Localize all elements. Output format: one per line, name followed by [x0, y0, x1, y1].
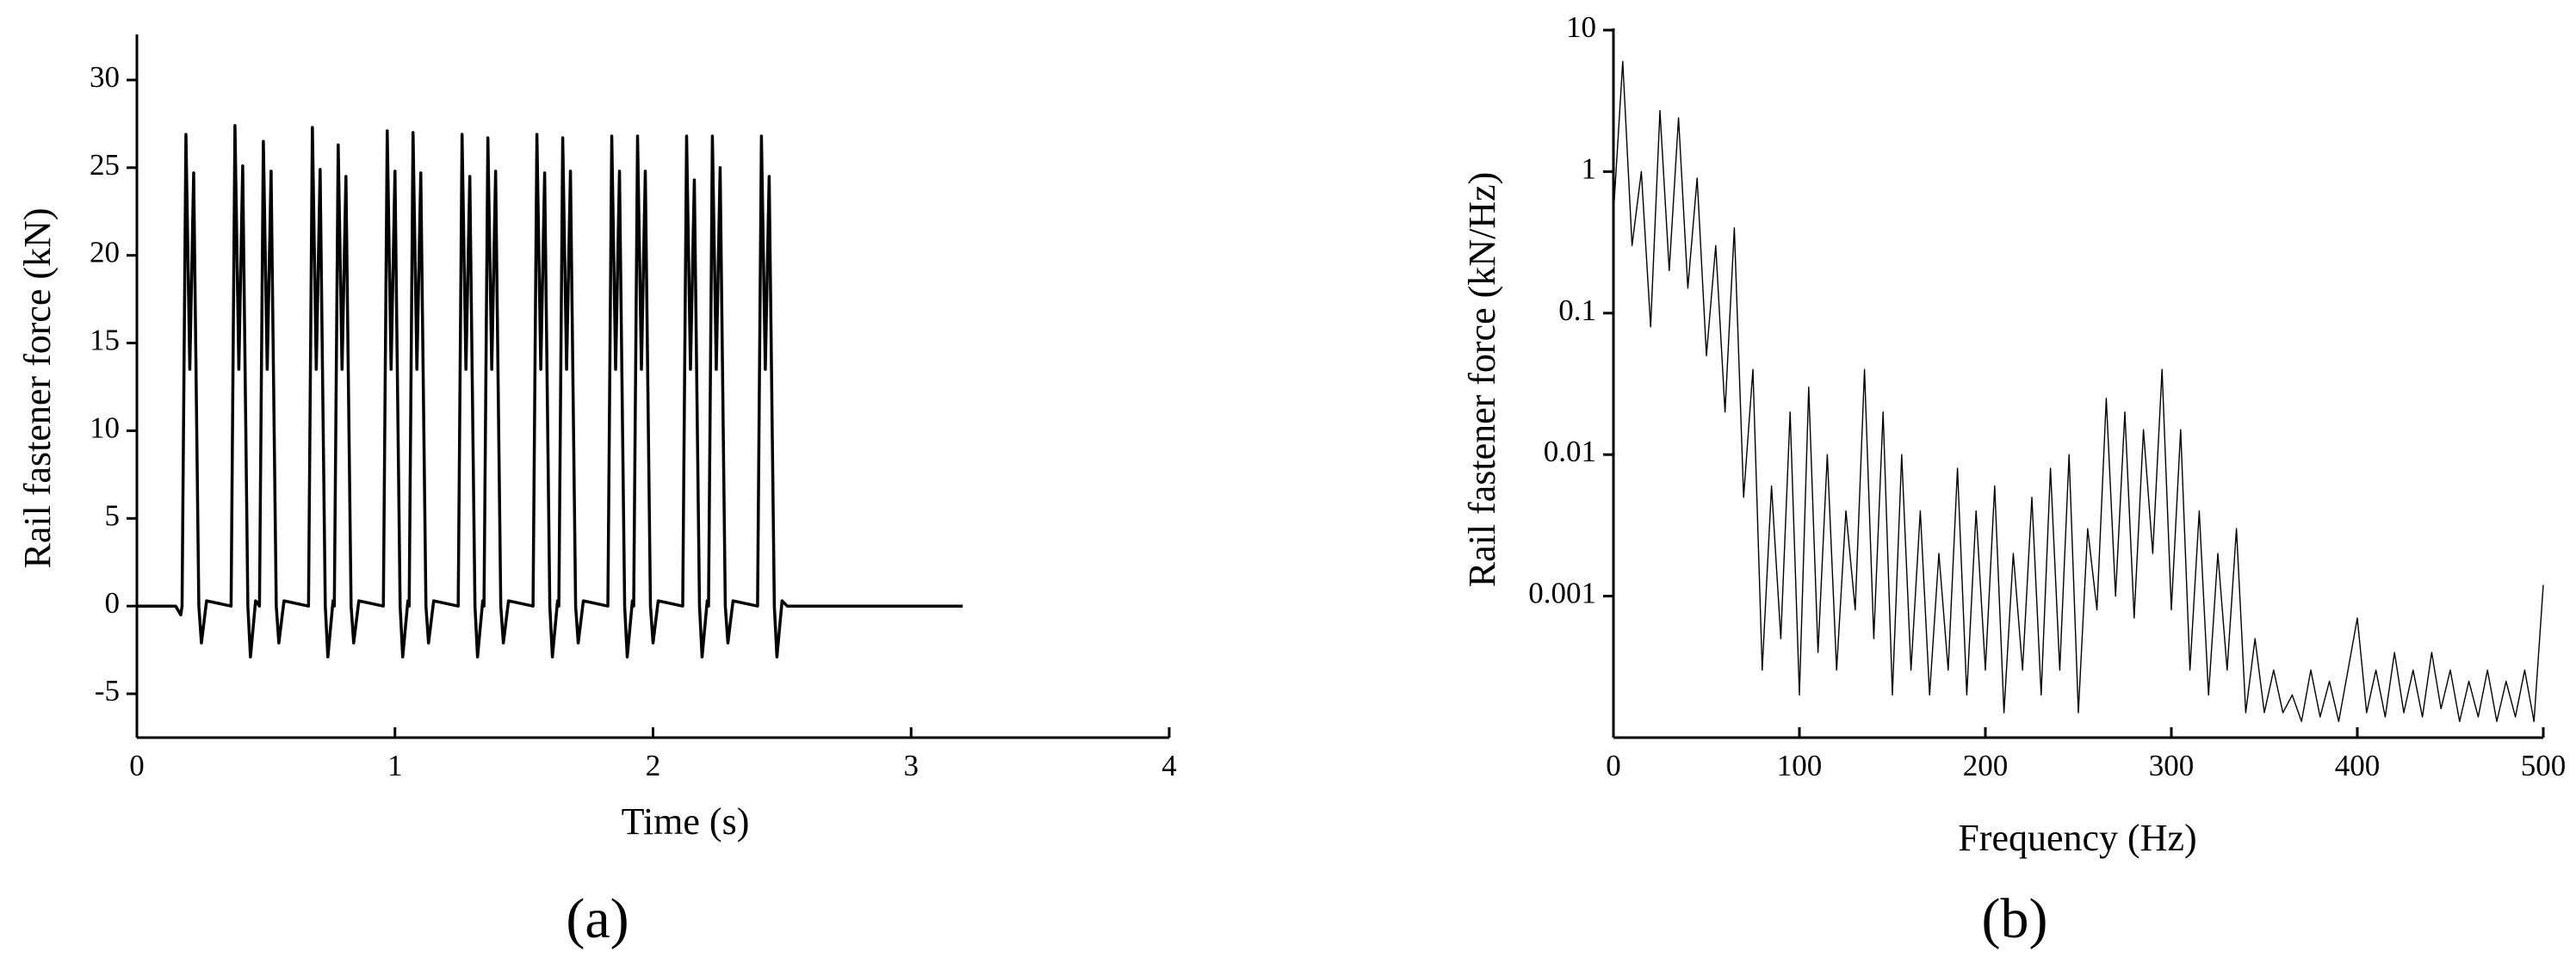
- x-tick-label: 3: [904, 749, 920, 782]
- x-tick-label: 300: [2149, 749, 2195, 782]
- y-tick-label: -5: [95, 674, 120, 707]
- y-tick-label: 30: [90, 60, 120, 94]
- x-tick-label: 2: [646, 749, 661, 782]
- y-tick-label: 0.01: [1544, 435, 1596, 468]
- x-tick-label: 400: [2335, 749, 2381, 782]
- y-axis-title: Rail fastener force (kN): [16, 207, 59, 568]
- x-tick-label: 4: [1161, 749, 1177, 782]
- x-tick-label: 0: [129, 749, 145, 782]
- panel-label: (a): [566, 887, 629, 950]
- x-tick-label: 1: [387, 749, 403, 782]
- y-tick-label: 20: [90, 236, 120, 269]
- data-line: [137, 124, 963, 659]
- x-tick-label: 0: [1606, 749, 1621, 782]
- x-axis-title: Time (s): [622, 800, 750, 843]
- y-tick-label: 10: [90, 411, 120, 444]
- y-tick-label: 15: [90, 324, 120, 357]
- y-tick-label: 0.1: [1558, 293, 1596, 327]
- x-tick-label: 200: [1963, 749, 2009, 782]
- y-tick-label: 5: [105, 498, 121, 532]
- y-tick-label: 1: [1582, 151, 1597, 185]
- y-tick-label: 0: [105, 586, 121, 620]
- y-tick-label: 0.001: [1528, 577, 1596, 610]
- panel-label: (b): [1982, 887, 2048, 950]
- x-tick-label: 500: [2521, 749, 2567, 782]
- y-tick-label: 25: [90, 148, 120, 182]
- x-axis-title: Frequency (Hz): [1958, 817, 2196, 859]
- data-line: [1613, 60, 2544, 722]
- y-axis-title: Rail fastener force (kN/Hz): [1461, 172, 1503, 588]
- x-tick-label: 100: [1777, 749, 1823, 782]
- y-tick-label: 10: [1566, 10, 1596, 44]
